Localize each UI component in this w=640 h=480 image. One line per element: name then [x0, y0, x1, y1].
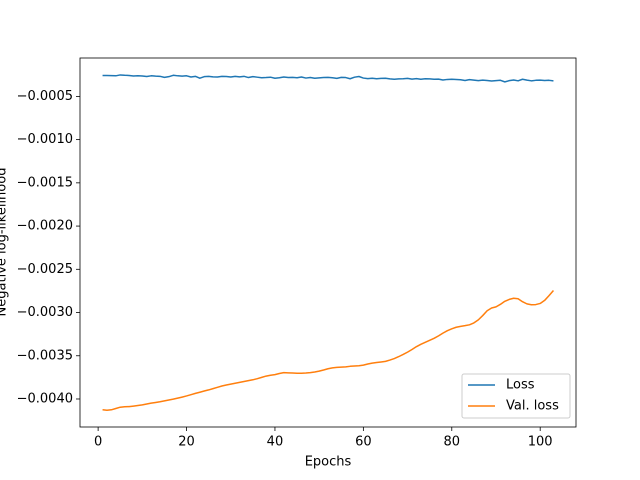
y-tick-label: −0.0005 — [17, 89, 73, 104]
legend: Loss Val. loss — [461, 373, 571, 419]
legend-label: Val. loss — [506, 399, 559, 414]
series-line — [102, 289, 555, 411]
y-tick-label: −0.0025 — [17, 262, 73, 277]
x-tick-label: 20 — [178, 435, 195, 450]
y-tick-label: −0.0035 — [17, 348, 73, 363]
x-tick-label: 0 — [94, 435, 102, 450]
axes-frame — [79, 57, 577, 428]
y-tick-label: −0.0020 — [17, 219, 73, 234]
y-tick-label: −0.0010 — [17, 132, 73, 147]
x-tick-label: 40 — [267, 435, 284, 450]
series-line — [102, 74, 554, 83]
x-axis-label: Epochs — [305, 455, 352, 470]
y-axis-label: Negative log-likelihood — [0, 168, 10, 317]
x-tick-label: 100 — [528, 435, 553, 450]
legend-label: Loss — [506, 378, 535, 393]
x-tick-label: 60 — [355, 435, 372, 450]
x-tick-label: 80 — [444, 435, 461, 450]
y-tick-label: −0.0015 — [17, 175, 73, 190]
y-tick-label: −0.0040 — [17, 391, 73, 406]
y-tick-label: −0.0030 — [17, 305, 73, 320]
